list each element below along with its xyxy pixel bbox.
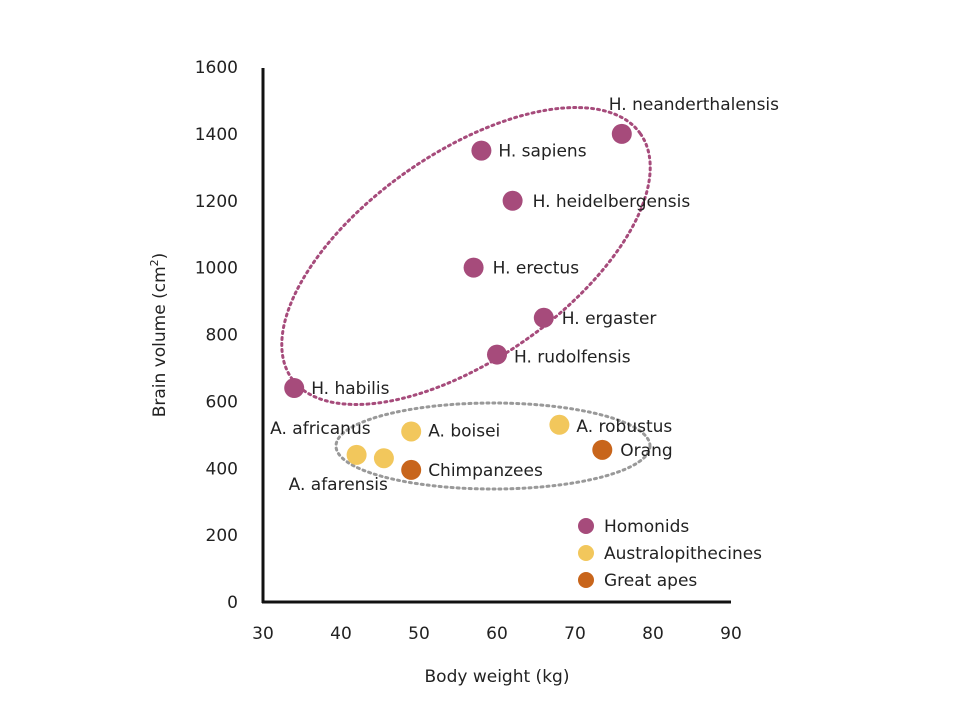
- australopithecines-group-ellipse: [334, 401, 652, 491]
- homonids-point: [487, 344, 507, 365]
- point-labels: H. neanderthalensis H. sapiens H. heidelbe…: [270, 95, 779, 495]
- australopithecines-point: [373, 448, 394, 469]
- x-tick-label: 80: [642, 624, 664, 644]
- point-label: Chimpanzees: [428, 461, 543, 481]
- point-label: A. robustus: [576, 417, 672, 437]
- x-tick-label: 70: [564, 624, 586, 644]
- australopithecines-point: [346, 444, 367, 465]
- great-apes-point: [401, 459, 422, 480]
- point-label: H. heidelbergensis: [533, 192, 691, 212]
- point-label: A. afarensis: [289, 475, 388, 495]
- point-label: H. erectus: [493, 259, 580, 279]
- y-tick-label: 400: [206, 459, 238, 479]
- legend-marker: [578, 545, 594, 561]
- x-tick-labels: 30 40 50 60 70 80 90: [252, 624, 742, 644]
- homonids-point: [502, 190, 523, 211]
- y-tick-label: 1400: [195, 125, 238, 145]
- legend-label: Australopithecines: [604, 544, 762, 564]
- point-label: H. rudolfensis: [514, 348, 631, 368]
- y-tick-label: 1200: [195, 192, 238, 212]
- x-tick-label: 90: [720, 624, 742, 644]
- x-tick-label: 40: [330, 624, 352, 644]
- y-tick-label: 800: [206, 326, 238, 346]
- point-label: A. boisei: [428, 421, 500, 441]
- x-tick-label: 60: [486, 624, 508, 644]
- y-tick-label: 0: [227, 593, 238, 613]
- legend-label: Great apes: [604, 571, 697, 591]
- point-label: H. habilis: [311, 379, 389, 399]
- point-label: Orang: [620, 441, 672, 461]
- homonids-point: [471, 140, 492, 161]
- y-tick-label: 600: [206, 392, 238, 412]
- point-label: H. sapiens: [498, 142, 586, 162]
- y-axis-title: Brain volume (cm2): [148, 253, 170, 418]
- homonids-group-ellipse: [280, 106, 652, 406]
- y-tick-labels: 0 200 400 600 800 1000 1200 1400 1600: [195, 58, 238, 613]
- y-tick-label: 1600: [195, 58, 238, 78]
- great-apes-point: [592, 439, 613, 460]
- data-points: [284, 123, 632, 480]
- legend-marker: [578, 572, 594, 588]
- y-axis-title-superscript: 2: [148, 259, 161, 266]
- legend-label: Homonids: [604, 517, 689, 537]
- x-tick-label: 50: [408, 624, 430, 644]
- homonids-point: [533, 307, 554, 328]
- australopithecines-point: [549, 414, 570, 435]
- point-label: H. ergaster: [562, 309, 657, 329]
- homonids-point: [284, 378, 305, 398]
- x-axis-title: Body weight (kg): [425, 667, 570, 687]
- homonids-point: [463, 257, 484, 278]
- point-label: H. neanderthalensis: [609, 95, 779, 115]
- australopithecines-point: [401, 421, 422, 442]
- point-label: A. africanus: [270, 419, 371, 439]
- homonids-point: [611, 123, 632, 144]
- x-tick-label: 30: [252, 624, 274, 644]
- legend-marker: [578, 518, 594, 534]
- y-tick-label: 200: [206, 526, 238, 546]
- y-tick-label: 1000: [195, 259, 238, 279]
- legend: Homonids Australopithecines Great apes: [578, 517, 762, 591]
